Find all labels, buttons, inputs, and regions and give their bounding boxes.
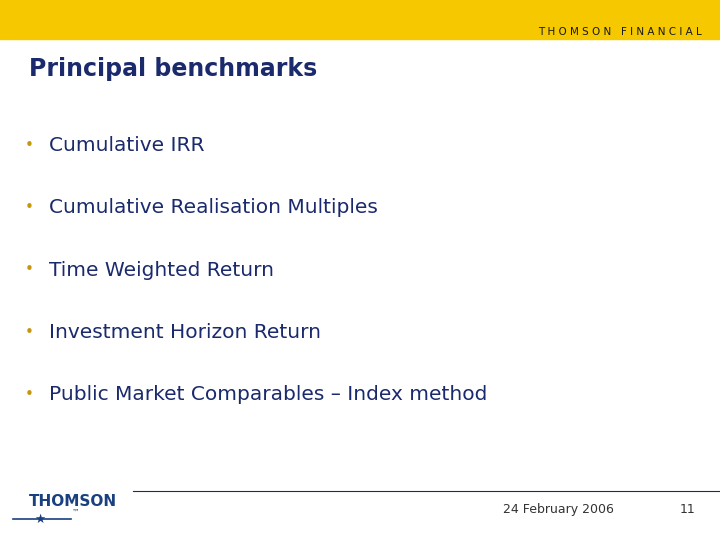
- Text: ™: ™: [72, 508, 80, 517]
- Text: Principal benchmarks: Principal benchmarks: [29, 57, 317, 80]
- Text: Public Market Comparables – Index method: Public Market Comparables – Index method: [49, 384, 487, 404]
- Text: 24 February 2006: 24 February 2006: [503, 503, 613, 516]
- Text: •: •: [24, 325, 33, 340]
- Text: 11: 11: [680, 503, 696, 516]
- Text: •: •: [24, 262, 33, 278]
- Text: THOMSON: THOMSON: [29, 494, 117, 509]
- Text: ★: ★: [34, 513, 45, 526]
- Text: Cumulative Realisation Multiples: Cumulative Realisation Multiples: [49, 198, 378, 218]
- Text: •: •: [24, 387, 33, 402]
- Text: Investment Horizon Return: Investment Horizon Return: [49, 322, 321, 342]
- Bar: [0, 0, 720, 39]
- Text: Cumulative IRR: Cumulative IRR: [49, 136, 204, 156]
- Text: T H O M S O N   F I N A N C I A L: T H O M S O N F I N A N C I A L: [539, 26, 702, 37]
- Text: Time Weighted Return: Time Weighted Return: [49, 260, 274, 280]
- Text: •: •: [24, 200, 33, 215]
- Text: •: •: [24, 138, 33, 153]
